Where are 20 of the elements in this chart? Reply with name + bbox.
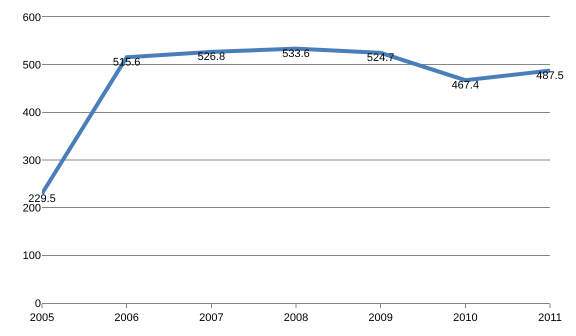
x-tick-label: 2006 [114,312,139,324]
data-label: 526.8 [198,51,226,64]
x-tick-label: 2011 [538,312,562,324]
data-label: 229.5 [28,192,56,205]
data-label: 467.4 [452,79,480,92]
y-tick-label: 300 [22,154,41,167]
y-tick-label: 200 [22,202,41,215]
y-tick-label: 500 [22,60,41,72]
y-tick-label: 400 [22,107,41,120]
x-tick-label: 2008 [284,312,308,324]
x-tick-label: 2007 [199,312,224,324]
x-tick-label: 2005 [30,312,54,324]
data-label: 533.6 [282,48,310,60]
data-label: 487.5 [536,70,564,82]
y-tick-label: 100 [22,250,41,262]
x-tick-label: 2010 [453,312,478,324]
y-tick-label: 600 [22,12,41,24]
data-label: 524.7 [366,52,394,64]
x-tick-label: 2009 [368,312,393,324]
y-tick-label: 0 [34,298,41,310]
